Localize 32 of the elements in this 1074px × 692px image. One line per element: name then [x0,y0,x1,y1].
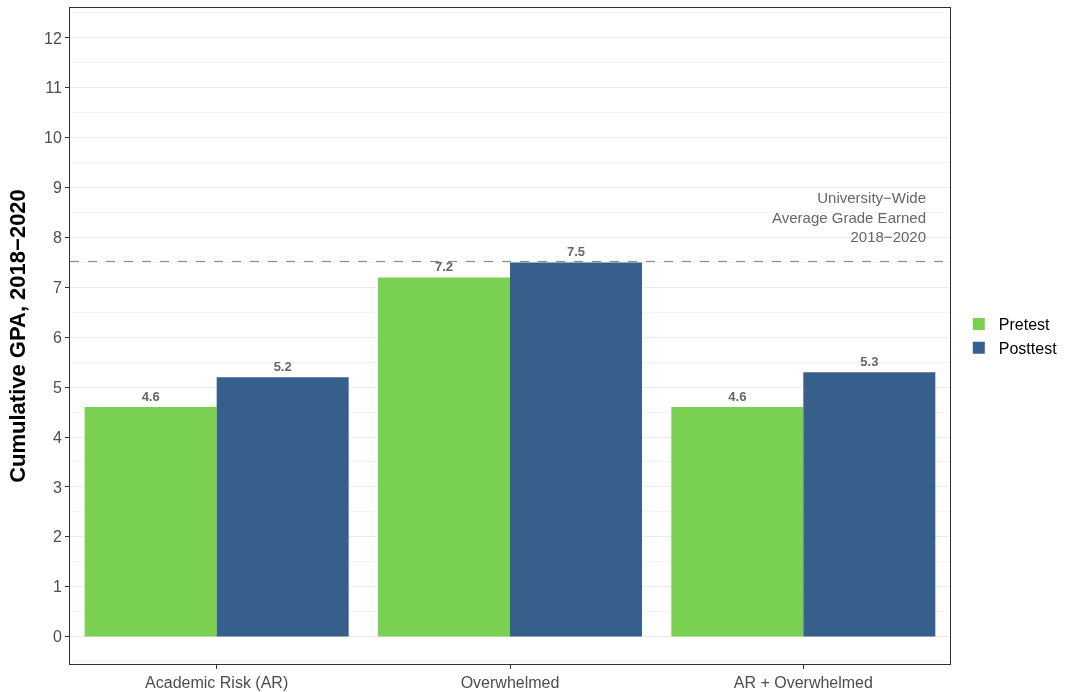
bar [378,277,510,637]
legend-label: Posttest [998,339,1058,357]
y-tick-label: 7 [52,278,62,296]
y-tick-label: 3 [52,478,62,496]
x-tick-label: Overwhelmed [460,674,560,692]
y-tick-label: 4 [52,428,62,446]
y-tick-label: 6 [52,328,62,346]
y-tick-label: 8 [52,229,62,247]
x-tick-label: AR + Overwhelmed [733,674,873,692]
y-tick-label: 12 [44,29,62,47]
bar [671,407,804,637]
data-label: 7.2 [434,259,454,275]
data-label: 5.3 [860,354,879,370]
data-label: 4.6 [141,389,160,405]
bar [510,262,642,637]
y-tick-label: 1 [52,578,62,596]
y-tick-label: 9 [52,179,62,197]
bar [803,372,936,637]
x-tick-label: Academic Risk (AR) [145,674,289,692]
y-tick-label: 0 [52,628,62,646]
data-label: 7.5 [566,244,586,260]
y-tick-label: 10 [44,129,62,147]
legend-label: Pretest [998,316,1051,334]
bar [84,407,217,637]
y-tick-label: 5 [52,378,62,396]
y-axis-title: Cumulative GPA, 2018−2020 [4,189,30,483]
ref-line-label: University−Wide Average Grade Earned 2018−2020 [772,189,926,245]
bar [216,377,349,637]
data-label: 4.6 [728,389,747,405]
data-label: 5.2 [273,359,292,375]
y-tick-label: 2 [52,528,62,546]
y-tick-label: 11 [45,79,62,97]
